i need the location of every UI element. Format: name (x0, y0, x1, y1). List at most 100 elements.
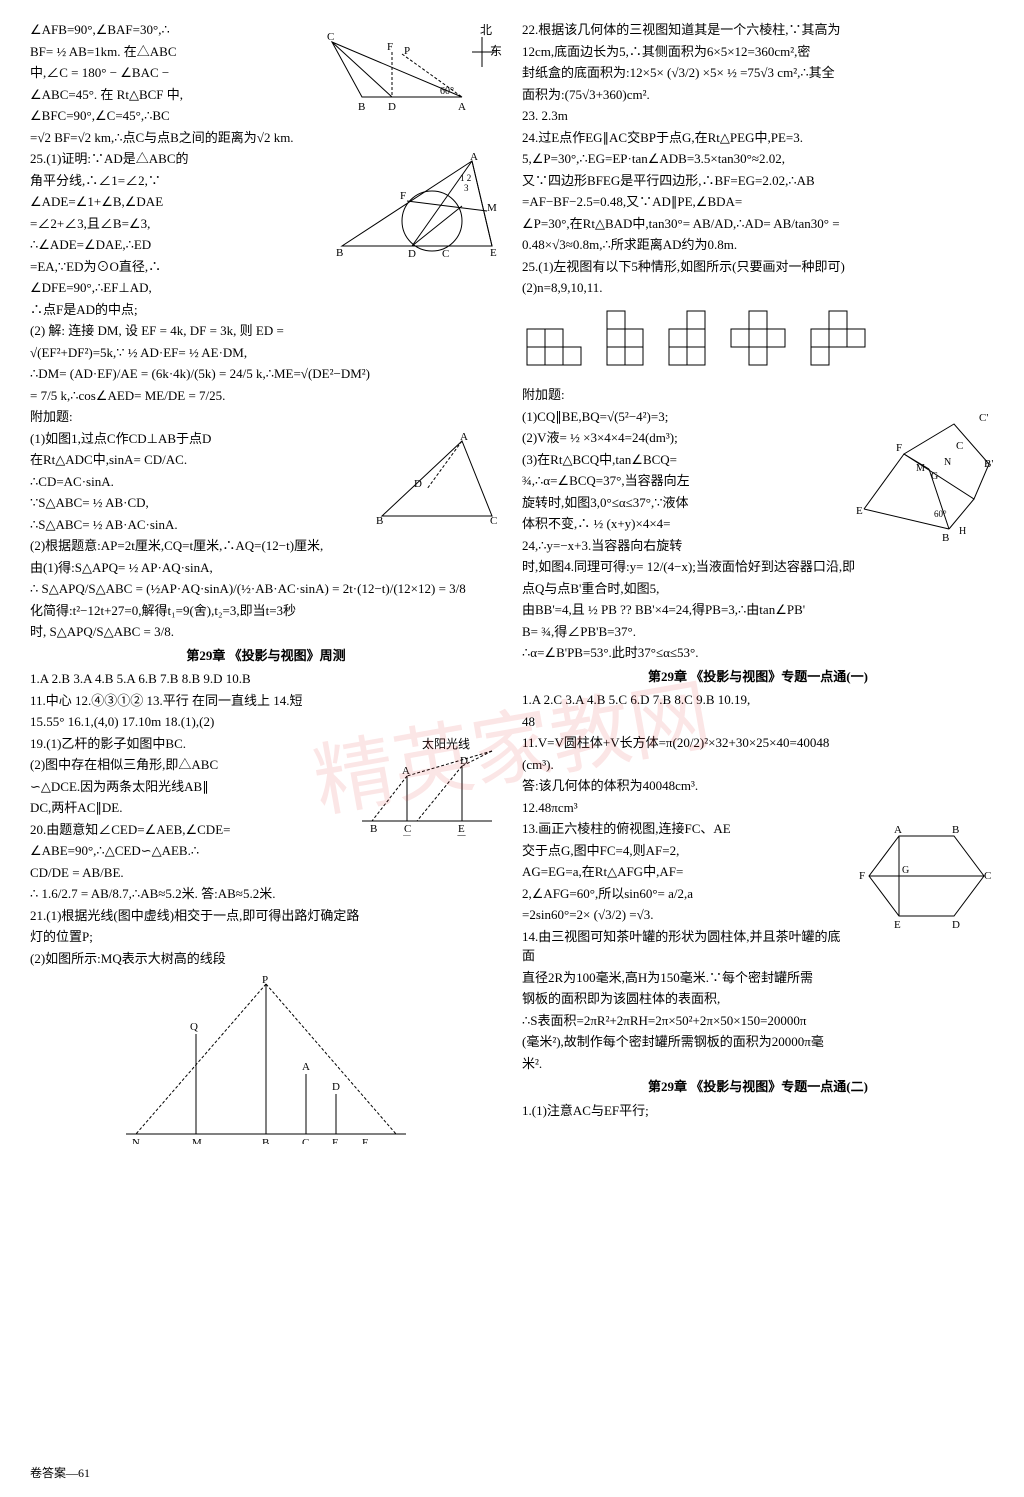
text-line: ∴点F是AD的中点; (30, 300, 502, 320)
page-footer: 卷答案—61 (30, 1464, 90, 1482)
text-line: 25.(1)左视图有以下5种情形,如图所示(只要画对一种即可) (522, 257, 994, 277)
svg-text:B: B (952, 824, 959, 836)
text-line: 11.中心 12.④③①② 13.平行 在同一直线上 14.短 (30, 691, 502, 711)
text-line: ∴α=∠B'PB=53°.此时37°≤α≤53°. (522, 643, 994, 663)
svg-text:C: C (956, 440, 963, 452)
text-line: = 7/5 k,∴cos∠AED= ME/DE = 7/25. (30, 386, 502, 406)
section-title-ch29b: 第29章 《投影与视图》专题一点通(一) (522, 667, 994, 687)
svg-text:A: A (460, 431, 468, 443)
svg-text:P: P (262, 974, 268, 986)
text-line: 封纸盒的底面积为:12×5× (√3/2) ×5× ½ =75√3 cm²,∴其… (522, 63, 994, 83)
svg-text:C: C (490, 515, 497, 526)
text-line: CD/DE = AB/BE. (30, 863, 502, 883)
svg-text:F: F (387, 41, 393, 53)
text-line: 1.(1)注意AC与EF平行; (522, 1101, 994, 1121)
text-line: 答:该几何体的体积为40048cm³. (522, 776, 994, 796)
text-line: 由BB'=4,且 ½ PB ?? BB'×4=24,得PB=3,∴由tan∠PB… (522, 600, 994, 620)
text-line: 22.根据该几何体的三视图知道其是一个六棱柱,∵其高为 (522, 20, 994, 40)
svg-text:D: D (952, 919, 960, 931)
section-title-ch29c: 第29章 《投影与视图》专题一点通(二) (522, 1077, 994, 1097)
diagram-sunlight: 太阳光线 A D B C E 乙 甲 (352, 736, 502, 842)
section-title-ch29: 第29章 《投影与视图》周测 (30, 646, 502, 666)
text-line: ∠DFE=90°,∴EF⊥AD, (30, 278, 502, 298)
svg-text:D: D (332, 1081, 340, 1093)
svg-text:Q: Q (190, 1021, 198, 1033)
text-line: ∠P=30°,在Rt△BAD中,tan30°= AB/AD,∴AD= AB/ta… (522, 214, 994, 234)
svg-text:D: D (388, 101, 396, 113)
svg-text:A: A (302, 1061, 310, 1073)
svg-text:B: B (942, 532, 949, 544)
extra-title-right: 附加题: (522, 385, 994, 405)
text-line: 由(1)得:S△APQ= ½ AP·AQ·sinA, (30, 558, 502, 578)
svg-text:M: M (192, 1137, 202, 1144)
svg-text:A: A (894, 824, 902, 836)
text-line: (2)n=8,9,10,11. (522, 278, 994, 298)
text-line: 时, S△APQ/S△ABC = 3/8. (30, 622, 502, 642)
svg-text:M: M (487, 202, 497, 214)
text-line: 5,∠P=30°,∴EG=EP·tan∠ADB=3.5×tan30°≈2.02, (522, 149, 994, 169)
text-line: ∴ 1.6/2.7 = AB/8.7,∴AB≈5.2米. 答:AB≈5.2米. (30, 884, 502, 904)
svg-text:B': B' (984, 458, 993, 470)
svg-text:N: N (944, 457, 951, 468)
text-line: 1.A 2.C 3.A 4.B 5.C 6.D 7.B 8.C 9.B 10.1… (522, 690, 994, 710)
svg-text:3: 3 (464, 183, 469, 193)
svg-text:B: B (376, 515, 383, 526)
compass-north: 北 (480, 23, 492, 37)
svg-text:C: C (327, 31, 334, 43)
svg-text:C: C (404, 823, 411, 835)
extra-title: 附加题: (30, 407, 502, 427)
compass-east: 东 (490, 44, 502, 58)
text-line: 直径2R为100毫米,高H为150毫米.∵每个密封罐所需 (522, 968, 994, 988)
svg-text:A: A (458, 101, 466, 113)
text-line: 钢板的面积即为该圆柱体的表面积, (522, 989, 994, 1009)
text-line: 12cm,底面边长为5,∴其侧面积为6×5×12=360cm²,密 (522, 42, 994, 62)
svg-text:B: B (336, 247, 343, 259)
svg-text:G: G (931, 471, 938, 482)
svg-text:E: E (490, 247, 497, 259)
diagram-triangle-altitude: A D B C (372, 431, 502, 532)
label-jia: 甲 (456, 835, 467, 836)
text-line: 48 (522, 712, 994, 732)
svg-text:F: F (859, 870, 865, 882)
svg-text:1 2: 1 2 (460, 173, 471, 183)
text-line: 15.55° 16.1,(4,0) 17.10m 18.(1),(2) (30, 712, 502, 732)
text-line: (2) 解: 连接 DM, 设 EF = 4k, DF = 3k, 则 ED = (30, 321, 502, 341)
text-line: ∠ABE=90°,∴△CED∽△AEB.∴ (30, 841, 502, 861)
svg-text:P: P (404, 45, 410, 57)
text-line: 又∵四边形BFEG是平行四边形,∴BF=EG=2.02,∴AB (522, 171, 994, 191)
svg-text:D: D (460, 755, 468, 767)
svg-text:N: N (132, 1137, 140, 1144)
svg-text:M: M (916, 463, 925, 474)
svg-text:C: C (442, 248, 449, 260)
text-line: 点Q与点B'重合时,如图5, (522, 579, 994, 599)
svg-text:C': C' (979, 412, 988, 424)
svg-text:F: F (896, 442, 902, 454)
text-line: (cm³). (522, 755, 994, 775)
text-line: ∴ S△APQ/S△ABC = (½AP·AQ·sinA)/(½·AB·AC·s… (30, 579, 502, 599)
text-line: 时,如图4.同理可得:y= 12/(4−x);当液面恰好到达容器口沿,即 (522, 557, 994, 577)
text-line: 1.A 2.B 3.A 4.B 5.A 6.B 7.B 8.B 9.D 10.B (30, 669, 502, 689)
text-line: (2)根据题意:AP=2t厘米,CQ=t厘米,∴AQ=(12−t)厘米, (30, 536, 502, 556)
diagram-streetlamp: P Q A D N M B C E F (30, 974, 502, 1150)
svg-text:A: A (402, 765, 410, 777)
page-columns: 北 东 C F P B D A 60° ∠AFB=90°,∠BAF=30°,∴ … (30, 20, 994, 1150)
diagram-pentominoes (522, 304, 994, 380)
svg-text:D: D (414, 478, 422, 490)
svg-text:A: A (470, 151, 478, 163)
svg-text:H: H (959, 526, 966, 537)
text-line: 面积为:(75√3+360)cm². (522, 85, 994, 105)
label-yi: 乙 (402, 834, 413, 836)
text-line: √(EF²+DF²)=5k,∵ ½ AD·EF= ½ AE·DM, (30, 343, 502, 363)
text-line: (毫米²),故制作每个密封罐所需钢板的面积为20000π毫 (522, 1032, 994, 1052)
text-line: 12.48πcm³ (522, 798, 994, 818)
diagram-inscribed-circle: A F M B D C E 1 2 3 (332, 151, 502, 267)
sunlight-label: 太阳光线 (422, 736, 470, 751)
svg-text:C: C (984, 870, 991, 882)
diagram-compass-triangle: 北 东 C F P B D A 60° (322, 22, 502, 123)
text-line: 23. 2.3m (522, 106, 994, 126)
svg-text:G: G (902, 865, 909, 876)
svg-text:60°: 60° (440, 86, 454, 97)
right-column: 22.根据该几何体的三视图知道其是一个六棱柱,∵其高为 12cm,底面边长为5,… (522, 20, 994, 1150)
svg-text:E: E (458, 823, 465, 835)
text-line: 24.过E点作EG∥AC交BP于点G,在Rt△PEG中,PE=3. (522, 128, 994, 148)
